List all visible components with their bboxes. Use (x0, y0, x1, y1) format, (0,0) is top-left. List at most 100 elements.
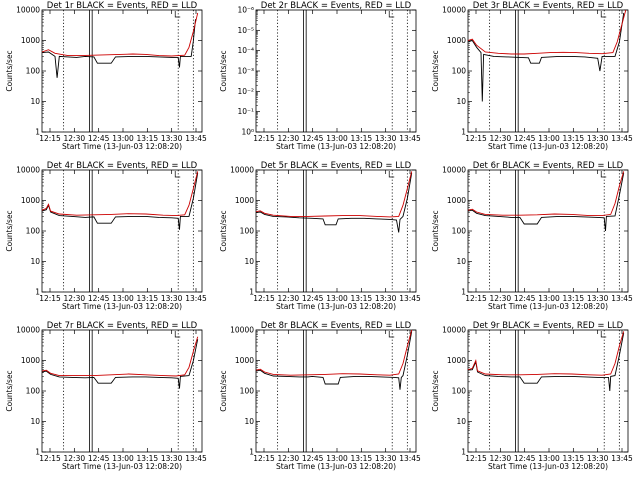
x-tick-label: 13:00 (326, 454, 348, 463)
x-tick-label: 13:15 (137, 454, 159, 463)
x-tick-label: 12:15 (253, 454, 275, 463)
x-tick-label: 13:45 (399, 454, 421, 463)
lld-series-line (467, 331, 625, 376)
y-tick-label: 10000 (16, 326, 40, 335)
y-tick-label: 1000 (447, 196, 466, 205)
x-tick-label: 12:45 (514, 294, 536, 303)
bracket-marker (174, 171, 181, 178)
x-tick-label: 12:15 (465, 134, 487, 143)
events-series-line (467, 12, 625, 102)
y-tick-label: 10000 (230, 166, 254, 175)
x-tick-label: 12:45 (302, 454, 324, 463)
x-tick-label: 12:45 (514, 134, 536, 143)
x-tick-label: 13:45 (399, 134, 421, 143)
events-series-line (41, 19, 196, 78)
lld-series-line (41, 336, 199, 377)
y-tick-label: 10 (244, 257, 254, 266)
x-tick-label: 13:00 (538, 294, 560, 303)
detector-panel-6: Det 6r BLACK = Events, RED = LLD 1 10 100 10… (431, 161, 633, 311)
panel-title: Det 5r BLACK = Events, RED = LLD (261, 161, 412, 171)
x-tick-label: 12:30 (278, 294, 300, 303)
y-tick-label: 100 (26, 387, 41, 396)
x-tick-label: 13:00 (326, 134, 348, 143)
panel-title: Det 6r BLACK = Events, RED = LLD (473, 161, 624, 171)
x-tick-label: 12:30 (490, 294, 512, 303)
bracket-marker (388, 11, 395, 18)
x-axis-label: Start Time (13-Jun-03 12:08:20) (276, 462, 396, 471)
y-tick-label: 10⁻² (237, 87, 254, 96)
y-tick-label: 1000 (235, 356, 254, 365)
x-tick-label: 13:30 (161, 294, 183, 303)
x-tick-label: 12:30 (278, 134, 300, 143)
x-tick-label: 12:45 (88, 454, 110, 463)
y-tick-label: 10⁻¹ (237, 107, 254, 116)
lld-series-line (255, 329, 413, 376)
y-tick-label: 10⁻³ (237, 67, 254, 76)
y-tick-label: 1000 (447, 356, 466, 365)
x-tick-label: 12:30 (490, 454, 512, 463)
y-tick-label: 10⁰ (241, 128, 254, 137)
bracket-marker (600, 331, 607, 338)
x-axis-label: Start Time (13-Jun-03 12:08:20) (488, 302, 608, 311)
y-tick-label: 100 (452, 67, 467, 76)
panel-title: Det 9r BLACK = Events, RED = LLD (473, 321, 624, 331)
y-tick-label: 10000 (442, 166, 466, 175)
lld-series-line (255, 171, 413, 218)
x-tick-label: 13:45 (185, 134, 207, 143)
bracket-marker (600, 171, 607, 178)
detector-panel-1: Det 1r BLACK = Events, RED = LLD 1 10 100 10… (5, 1, 207, 151)
x-tick-label: 13:00 (112, 454, 134, 463)
events-series-line (255, 172, 413, 233)
x-tick-label: 12:45 (88, 294, 110, 303)
lld-series-line (41, 171, 199, 217)
y-tick-label: 10 (456, 417, 466, 426)
x-tick-label: 12:15 (253, 134, 275, 143)
x-tick-label: 12:30 (64, 294, 86, 303)
y-tick-label: 10000 (16, 6, 40, 15)
panel-title: Det 3r BLACK = Events, RED = LLD (473, 1, 624, 11)
y-tick-label: 10 (30, 417, 40, 426)
y-axis-label: Counts/sec (431, 370, 440, 411)
x-tick-label: 12:15 (39, 454, 61, 463)
x-axis-label: Start Time (13-Jun-03 12:08:20) (62, 462, 182, 471)
x-tick-label: 13:15 (563, 134, 585, 143)
x-tick-label: 13:15 (351, 294, 373, 303)
x-tick-label: 12:45 (514, 454, 536, 463)
y-tick-label: 10 (456, 97, 466, 106)
y-axis-label: Counts/sec (5, 50, 14, 91)
x-axis-label: Start Time (13-Jun-03 12:08:20) (276, 302, 396, 311)
y-axis-label: Counts/sec (219, 370, 228, 411)
y-tick-label: 10⁻⁴ (237, 46, 254, 55)
x-tick-label: 13:30 (375, 294, 397, 303)
detector-panel-9: Det 9r BLACK = Events, RED = LLD 1 10 100 10… (431, 321, 633, 471)
x-tick-label: 13:00 (538, 134, 560, 143)
x-tick-label: 13:15 (137, 134, 159, 143)
y-tick-label: 100 (452, 387, 467, 396)
x-tick-label: 12:15 (465, 454, 487, 463)
panel-title: Det 2r BLACK = Events, RED = LLD (261, 1, 412, 11)
x-axis-label: Start Time (13-Jun-03 12:08:20) (62, 142, 182, 151)
detector-panel-4: Det 4r BLACK = Events, RED = LLD 1 10 100 10… (5, 161, 207, 311)
y-tick-label: 1 (249, 448, 254, 457)
bracket-marker (388, 171, 395, 178)
x-tick-label: 12:45 (302, 294, 324, 303)
detector-panel-7: Det 7r BLACK = Events, RED = LLD 1 10 100 10… (5, 321, 207, 471)
y-tick-label: 1 (461, 448, 466, 457)
y-tick-label: 100 (240, 227, 255, 236)
panel-title: Det 1r BLACK = Events, RED = LLD (47, 1, 198, 11)
x-axis-label: Start Time (13-Jun-03 12:08:20) (488, 462, 608, 471)
events-series-line (41, 339, 199, 389)
y-axis-label: Counts/sec (219, 50, 228, 91)
x-tick-label: 12:45 (88, 134, 110, 143)
y-tick-label: 1 (461, 128, 466, 137)
x-axis-label: Start Time (13-Jun-03 12:08:20) (62, 302, 182, 311)
y-tick-label: 1 (35, 128, 40, 137)
events-series-line (467, 332, 625, 392)
x-tick-label: 13:30 (587, 294, 609, 303)
y-tick-label: 10⁻⁵ (237, 26, 254, 35)
x-tick-label: 13:15 (563, 454, 585, 463)
x-axis-label: Start Time (13-Jun-03 12:08:20) (488, 142, 608, 151)
bracket-marker (174, 331, 181, 338)
panel-title: Det 8r BLACK = Events, RED = LLD (261, 321, 412, 331)
y-tick-label: 100 (26, 227, 41, 236)
